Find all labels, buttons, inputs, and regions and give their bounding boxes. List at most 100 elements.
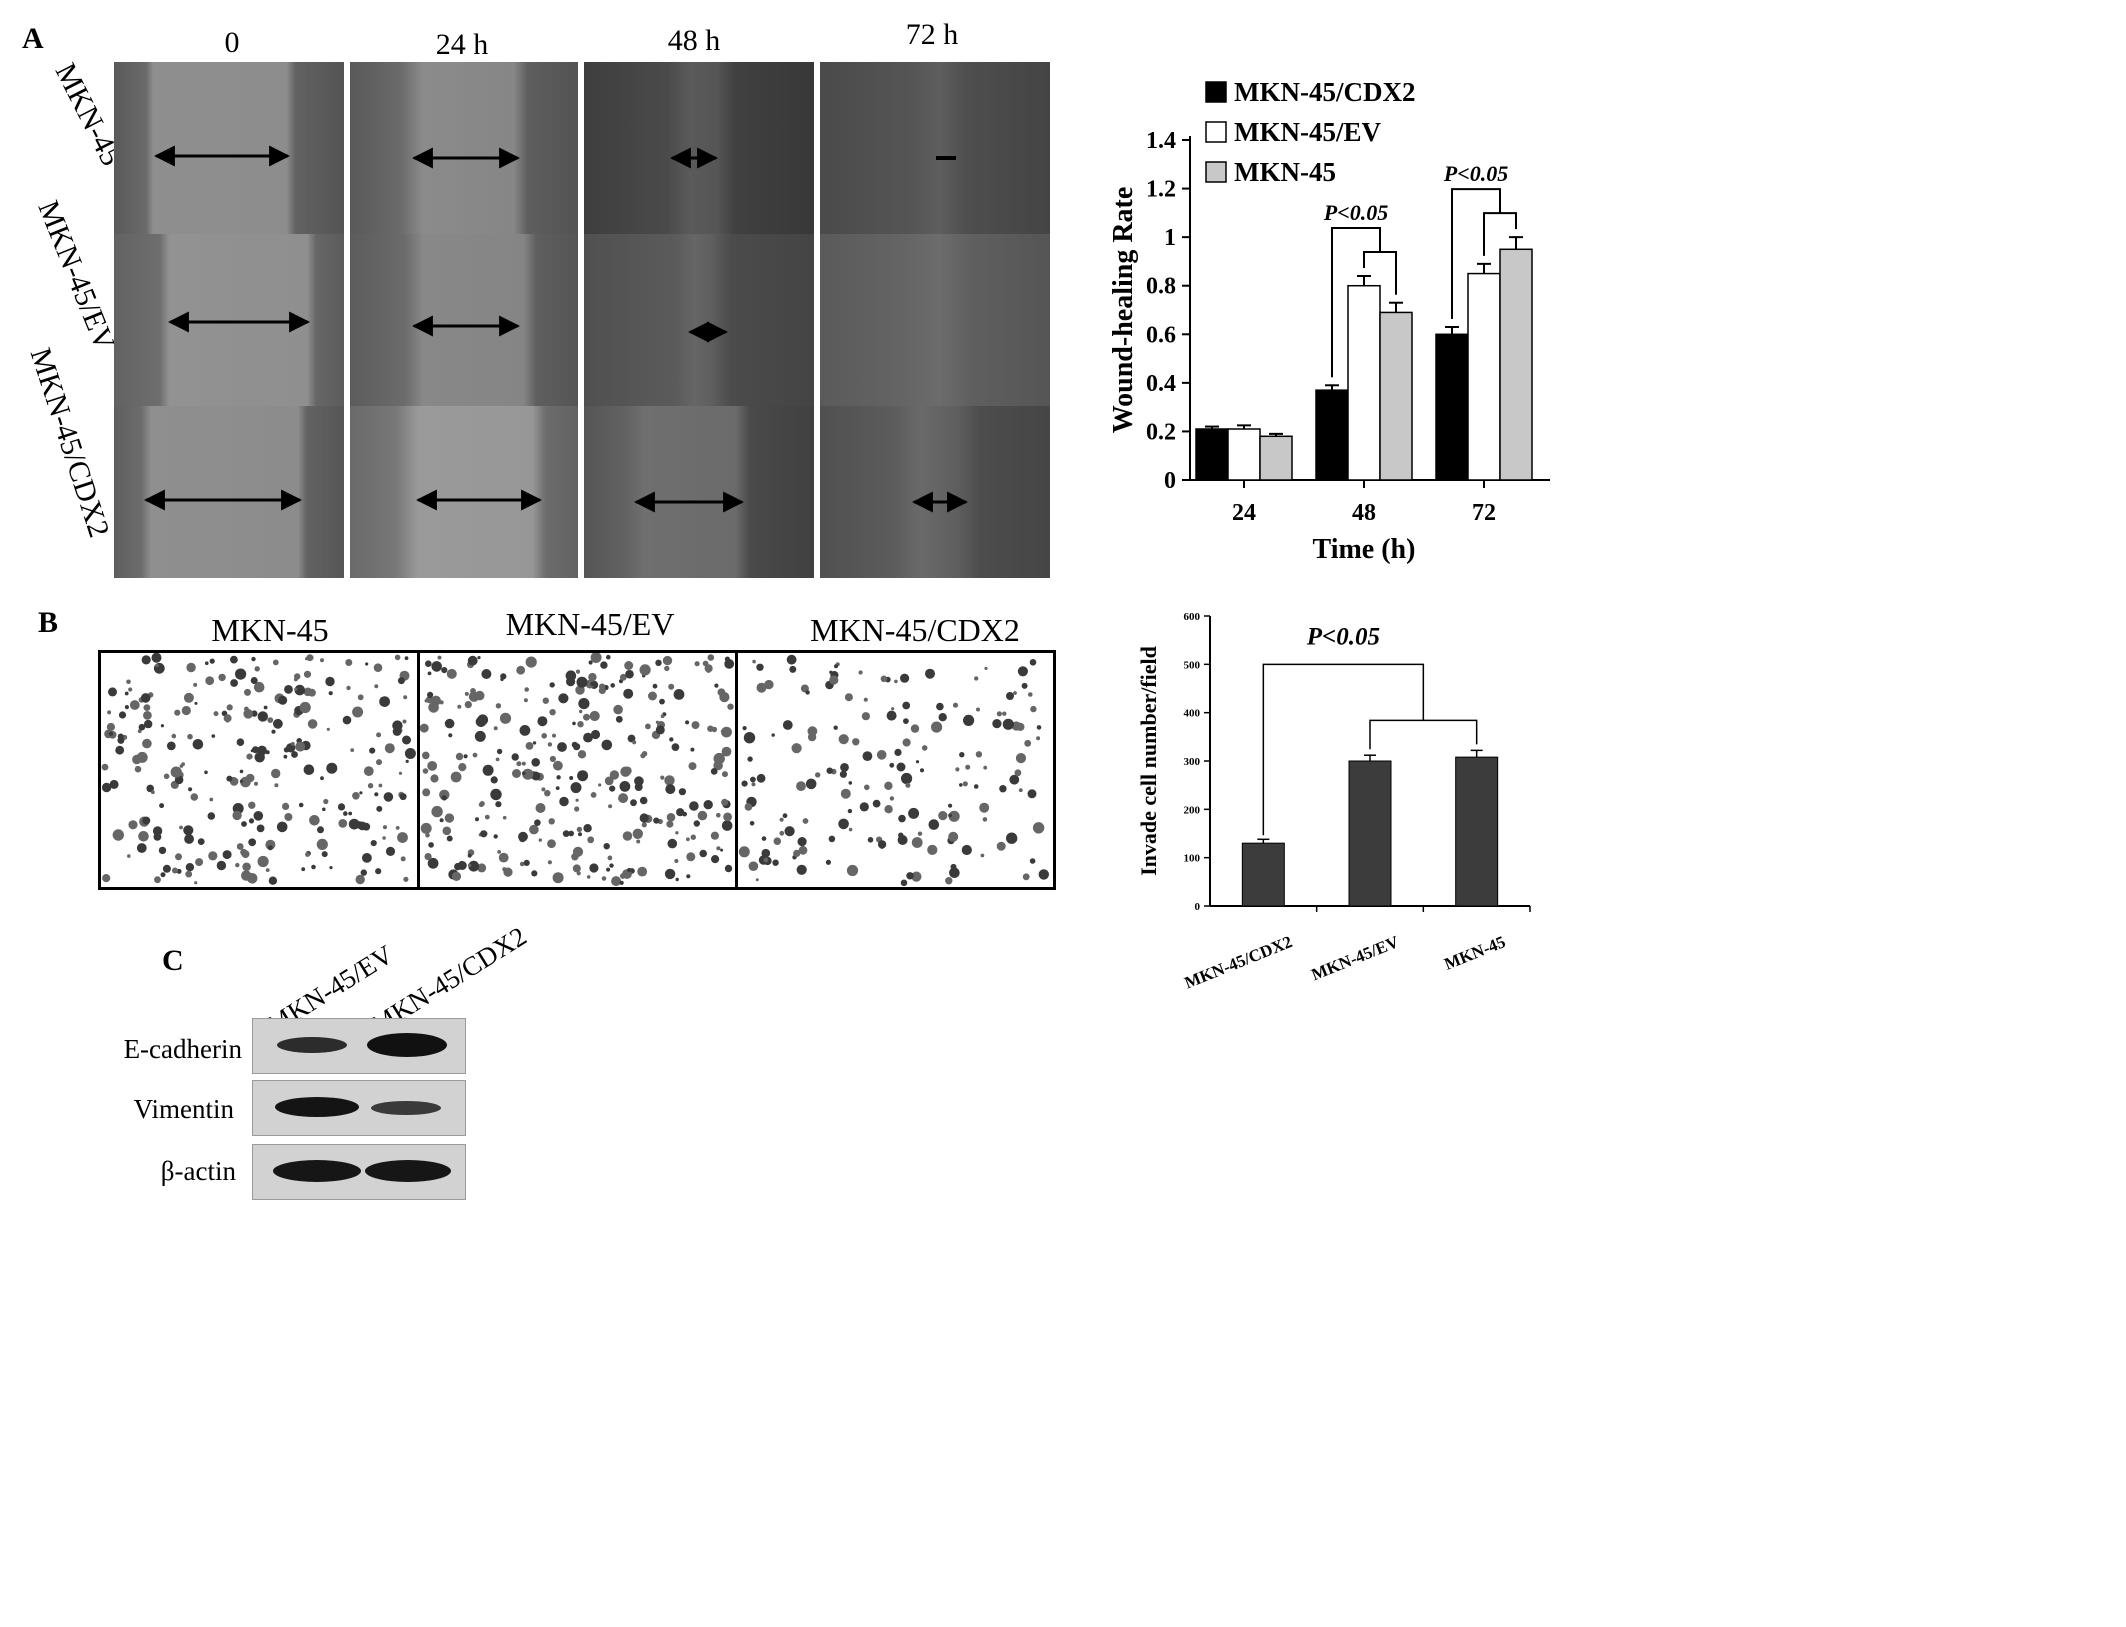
invaded-cell [587, 836, 595, 844]
invaded-cell [376, 732, 382, 738]
invaded-cell [590, 729, 601, 740]
invaded-cell [789, 665, 797, 673]
invaded-cell [688, 762, 697, 771]
invaded-cell [1009, 774, 1020, 785]
invasion-count-chart: 0 100 200 300 400 500 600 MKN-45/CDX2 MKN-45/EV M… [1136, 611, 1531, 993]
invaded-cell [397, 677, 405, 685]
invaded-cell [420, 822, 432, 834]
invaded-cell [226, 775, 233, 782]
invaded-cell [118, 711, 127, 719]
invasion-label-mkn45-cdx2: MKN-45/CDX2 [810, 612, 1020, 648]
invaded-cell [848, 781, 853, 785]
invasion-label-mkn45: MKN-45 [211, 612, 329, 648]
invaded-cell [659, 698, 665, 705]
invaded-cell [521, 761, 526, 766]
invaded-cell [512, 769, 521, 778]
invaded-cell [291, 751, 298, 758]
invaded-cell [104, 729, 113, 739]
invaded-cell [722, 771, 728, 778]
invaded-cell [588, 660, 593, 665]
invaded-cell [373, 663, 383, 672]
invaded-cell [516, 761, 522, 767]
invaded-cell [948, 803, 953, 808]
invaded-cell [779, 817, 784, 822]
timepoint-label-72h: 72 h [905, 18, 959, 51]
invaded-cell [245, 773, 255, 783]
invaded-cell [106, 722, 115, 732]
invaded-cell [948, 831, 959, 842]
invaded-cell [235, 668, 247, 680]
invaded-cell [1029, 659, 1037, 666]
invaded-cell [451, 871, 462, 881]
invaded-cell [303, 687, 313, 697]
invaded-cell [184, 834, 194, 844]
invaded-cell [1030, 705, 1037, 713]
invaded-cell [385, 846, 396, 856]
invaded-cell [134, 765, 142, 773]
invaded-cell [690, 834, 696, 840]
invaded-cell [889, 796, 895, 801]
invaded-cell [624, 661, 634, 670]
invaded-cell [326, 727, 330, 731]
invaded-cell [531, 870, 538, 877]
invaded-cell [343, 811, 348, 816]
invaded-cell [724, 656, 731, 662]
invaded-cell [671, 743, 680, 751]
invaded-cell [303, 670, 312, 678]
invaded-cell [213, 711, 219, 717]
invaded-cell [425, 832, 430, 838]
invaded-cell [756, 682, 767, 693]
invaded-cell [531, 771, 541, 781]
invaded-cell [641, 822, 647, 828]
invaded-cell [183, 825, 194, 836]
invaded-cell [559, 796, 569, 807]
significance-bracket [1369, 719, 1478, 750]
bar-mkn-45-cdx2-72 [1435, 333, 1469, 481]
invaded-cell [441, 795, 447, 801]
invaded-cell [276, 821, 288, 833]
invaded-cell [376, 759, 382, 766]
blot-strip-beta-actin [252, 1144, 466, 1200]
invaded-cell [431, 695, 441, 706]
y-axis-label: Wound-healing Rate [1108, 187, 1139, 434]
invaded-cell [268, 876, 278, 885]
invaded-cell [974, 676, 979, 681]
invaded-cell [441, 667, 448, 674]
invaded-cell [244, 706, 249, 712]
invaded-cell [230, 655, 238, 664]
invaded-cell [257, 711, 268, 722]
invaded-cell [541, 787, 546, 792]
invaded-cell [477, 863, 487, 873]
invaded-cell [495, 757, 500, 762]
invaded-cell [400, 856, 406, 862]
invaded-cell [891, 707, 895, 711]
invaded-cell [750, 776, 756, 783]
invaded-cell [829, 670, 833, 674]
invaded-cell [652, 683, 658, 689]
invaded-cell [691, 721, 700, 730]
invaded-cell [160, 872, 166, 878]
invaded-cell [535, 803, 546, 813]
invaded-cell [721, 820, 733, 831]
invaded-cell [632, 828, 643, 839]
timepoint-label-24h: 24 h [435, 28, 489, 61]
invaded-cell [948, 813, 952, 818]
invaded-cell [399, 793, 407, 801]
bar-mkn-45-ev-72 [1467, 272, 1501, 481]
invaded-cell [172, 867, 178, 874]
legend-label: MKN-45/EV [1234, 117, 1381, 147]
invaded-cell [1015, 753, 1027, 764]
invaded-cell [980, 853, 985, 858]
invaded-cell [917, 831, 923, 836]
x-tick-label: MKN-45/CDX2 [1182, 932, 1295, 992]
invaded-cell [532, 741, 537, 745]
invaded-cell [179, 825, 183, 830]
invaded-cell [243, 709, 253, 719]
y-tick-label: 1.4 [1146, 128, 1176, 154]
invaded-cell [500, 673, 507, 680]
invaded-cell [802, 818, 809, 824]
invaded-cell [320, 658, 324, 663]
invaded-cell [689, 801, 699, 811]
invaded-cell [720, 848, 724, 852]
invaded-cell [896, 762, 906, 772]
